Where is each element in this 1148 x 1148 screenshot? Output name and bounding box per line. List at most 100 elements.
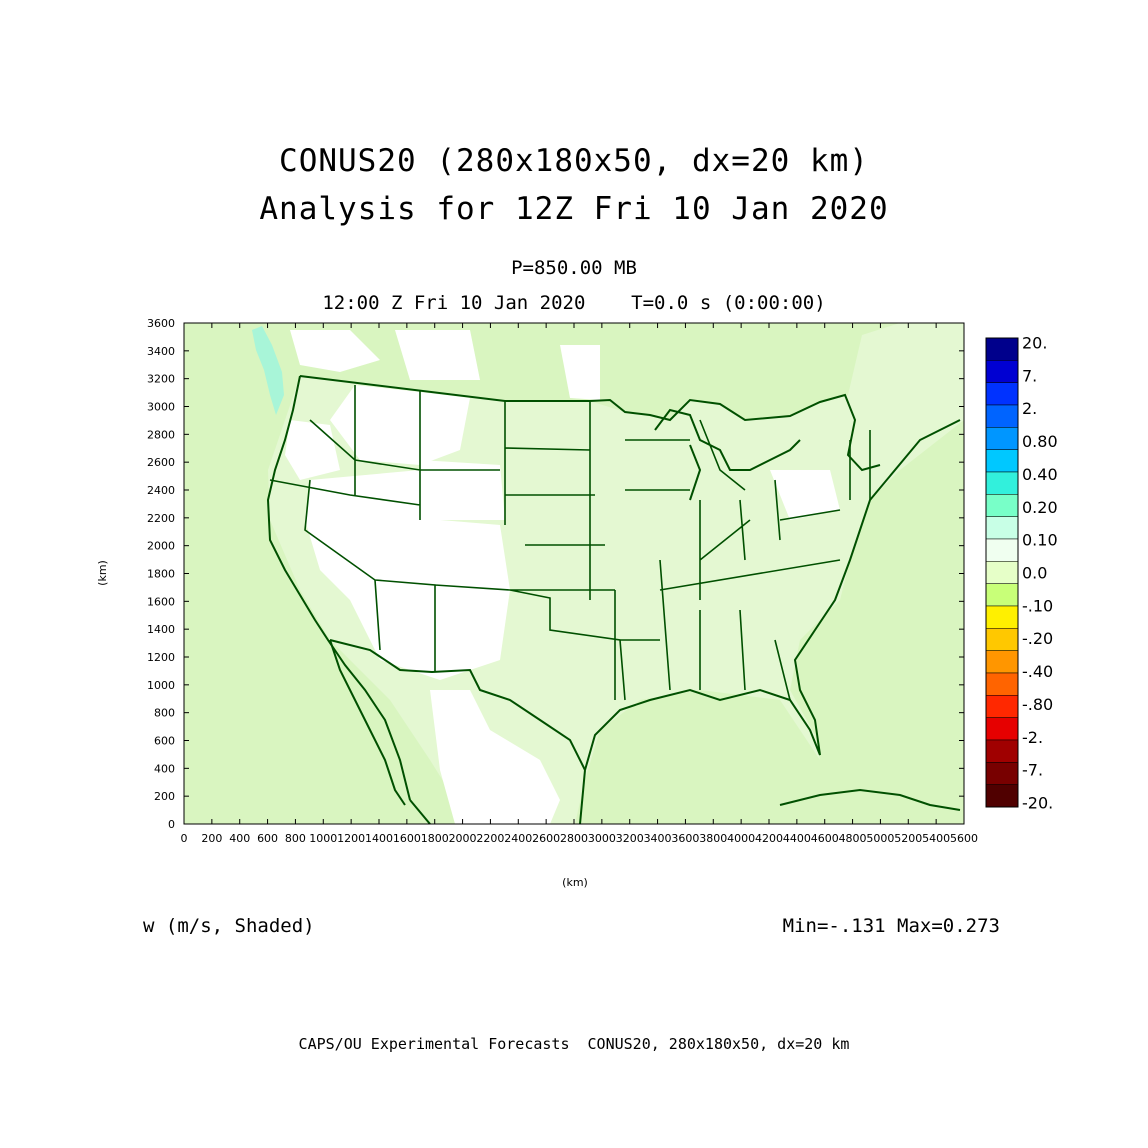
x-tick-label: 5200 (894, 832, 922, 845)
x-tick-label: 5000 (866, 832, 894, 845)
colorbar-label: -2. (1022, 728, 1043, 747)
colorbar-swatch (985, 360, 1019, 383)
x-tick-label: 4000 (727, 832, 755, 845)
baja-peninsula (329, 639, 406, 806)
y-tick-label: 2400 (147, 484, 175, 497)
y-tick-label: 800 (154, 707, 175, 720)
x-axis-label: (km) (562, 876, 588, 889)
x-tick-label: 1000 (309, 832, 337, 845)
x-tick-label: 1800 (421, 832, 449, 845)
x-tick-label: 600 (257, 832, 278, 845)
gulf-coast (584, 419, 961, 771)
near-zero-regions (285, 330, 840, 824)
colorbar-label: -.80 (1022, 695, 1053, 714)
y-tick-label: 1200 (147, 651, 175, 664)
y-tick-label: 3000 (147, 401, 175, 414)
colorbar-swatch (985, 404, 1019, 428)
colorbar-swatch (985, 650, 1019, 674)
x-tick-label: 2000 (449, 832, 477, 845)
state-borders (269, 385, 871, 701)
colorbar-swatch (985, 739, 1019, 763)
y-tick-label: 1000 (147, 679, 175, 692)
x-tick-label: 2200 (476, 832, 504, 845)
x-axis: 0 200 400 600 800 1000 1200 1400 1600 1800 2000 220… (181, 323, 978, 845)
colorbar-swatch (985, 672, 1019, 696)
colorbar-label: 0.40 (1022, 465, 1058, 484)
great-lakes (654, 408, 801, 501)
y-axis-label: (km) (96, 560, 109, 586)
x-tick-label: 1400 (365, 832, 393, 845)
cuba (779, 788, 961, 811)
colorbar-swatch (985, 628, 1019, 651)
x-tick-label: 1200 (337, 832, 365, 845)
y-tick-label: 3200 (147, 373, 175, 386)
colorbar-swatch (985, 494, 1019, 517)
y-tick-label: 2200 (147, 512, 175, 525)
colorbar-swatch (985, 337, 1019, 361)
y-tick-label: 2800 (147, 428, 175, 441)
us-canada-border (299, 375, 881, 472)
variable-label: w (m/s, Shaded) (143, 915, 315, 937)
colorbar-swatch (985, 382, 1019, 406)
colorbar-swatch (985, 583, 1019, 607)
colorbar-swatch (985, 449, 1019, 473)
y-tick-label: 3600 (147, 317, 175, 330)
colorbar-swatch (985, 717, 1019, 741)
valid-time-label: 12:00 Z Fri 10 Jan 2020 T=0.0 s (0:00:00… (322, 292, 826, 314)
colorbar-swatch (985, 695, 1019, 718)
coastline-west (266, 375, 411, 801)
colorbar-frame (985, 337, 1019, 808)
y-tick-label: 0 (168, 818, 175, 831)
min-max-label: Min=-.131 Max=0.273 (782, 915, 1000, 937)
x-tick-label: 200 (201, 832, 222, 845)
y-tick-label: 1800 (147, 568, 175, 581)
x-tick-label: 4400 (783, 832, 811, 845)
y-tick-label: 1400 (147, 623, 175, 636)
y-tick-label: 1600 (147, 595, 175, 608)
mexico-coast (409, 769, 586, 824)
us-mexico-border (329, 639, 586, 771)
x-tick-label: 4600 (811, 832, 839, 845)
colorbar-swatch (985, 471, 1019, 495)
x-tick-label: 400 (229, 832, 250, 845)
colorbar-label: -7. (1022, 761, 1043, 780)
y-tick-label: 3400 (147, 345, 175, 358)
colorbar-label: 0.20 (1022, 498, 1058, 517)
colorbar-label: 20. (1022, 333, 1047, 352)
colorbar-label: -20. (1022, 794, 1053, 813)
colorbar-label: 0.80 (1022, 432, 1058, 451)
colorbar-label: -.20 (1022, 629, 1053, 648)
pressure-level-label: P=850.00 MB (511, 257, 637, 279)
y-tick-label: 600 (154, 735, 175, 748)
colorbar-label: 7. (1022, 366, 1037, 385)
x-tick-label: 3000 (588, 832, 616, 845)
colorbar-label: 0.10 (1022, 531, 1058, 550)
x-tick-label: 800 (285, 832, 306, 845)
colorbar-swatch (985, 427, 1019, 450)
x-tick-label: 1600 (393, 832, 421, 845)
map-boundaries (266, 375, 961, 824)
x-tick-label: 3600 (671, 832, 699, 845)
x-tick-label: 4800 (839, 832, 867, 845)
x-tick-label: 5600 (950, 832, 978, 845)
colorbar-swatch (985, 784, 1019, 808)
colorbar-label: -.40 (1022, 662, 1053, 681)
x-tick-label: 4200 (755, 832, 783, 845)
x-tick-label: 2800 (560, 832, 588, 845)
upslope-feature (252, 326, 284, 415)
footer-credit: CAPS/OU Experimental Forecasts CONUS20, … (298, 1035, 850, 1053)
y-axis: 0 200 400 600 800 1000 1200 1400 1600 1800 2000 220… (147, 317, 964, 831)
x-tick-label: 2400 (504, 832, 532, 845)
x-tick-label: 5400 (922, 832, 950, 845)
x-tick-label: 2600 (532, 832, 560, 845)
colorbar-label: 0.0 (1022, 564, 1047, 583)
colorbar: 20. 7. 2. 0.80 0.40 0.20 0.10 0.0 -.10 -.20 -.40 -.… (985, 333, 1058, 813)
colorbar-swatch (985, 538, 1019, 562)
x-tick-label: 0 (181, 832, 188, 845)
x-tick-label: 3200 (616, 832, 644, 845)
y-tick-label: 200 (154, 790, 175, 803)
x-tick-label: 3400 (644, 832, 672, 845)
colorbar-swatch (985, 762, 1019, 785)
colorbar-swatch (985, 605, 1019, 629)
